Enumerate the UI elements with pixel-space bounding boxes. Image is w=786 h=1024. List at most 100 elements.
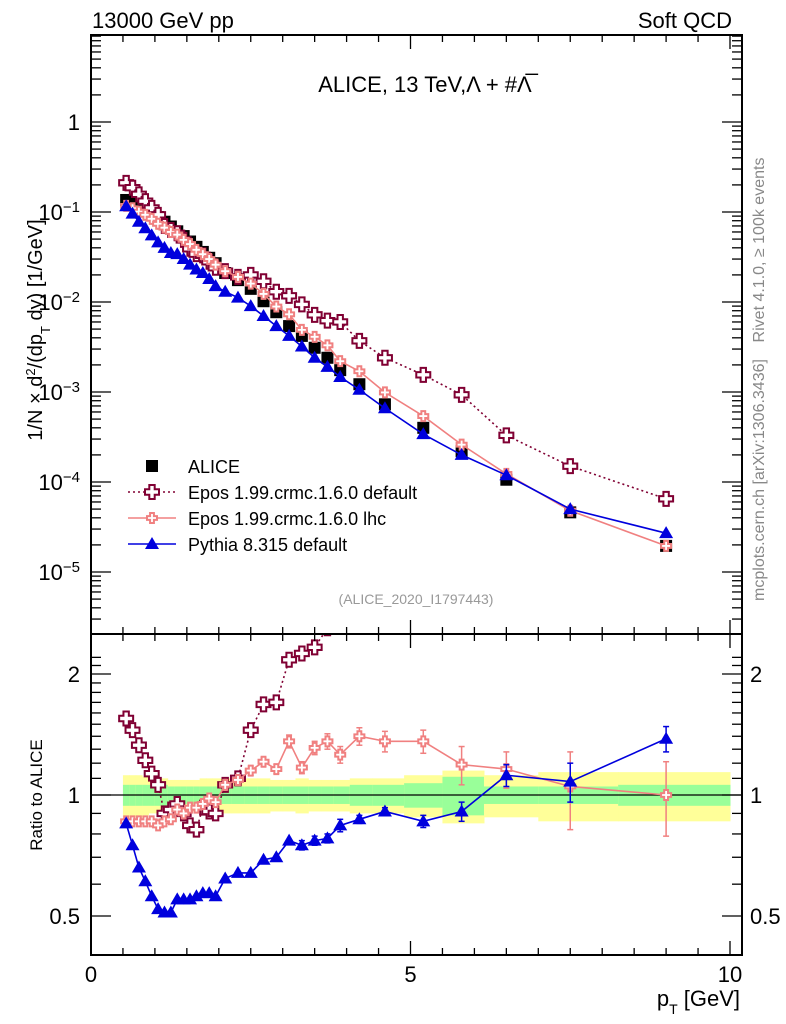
data-point-open-cross bbox=[281, 651, 298, 668]
data-point-triangle bbox=[119, 816, 134, 829]
ratio-y-tick-label: 2 bbox=[68, 662, 80, 687]
data-point-open-cross bbox=[306, 639, 323, 656]
data-point-open-cross bbox=[242, 722, 259, 739]
data-point-triangle bbox=[218, 871, 233, 884]
data-point-triangle bbox=[230, 290, 245, 303]
data-point-triangle bbox=[195, 266, 210, 279]
data-point-open-cross bbox=[351, 332, 368, 349]
data-point-open-cross bbox=[498, 427, 515, 444]
y-axis-label: 1/N × d2/(dpT dy) [1/GeV] bbox=[23, 219, 53, 440]
data-point-open-cross bbox=[415, 366, 432, 383]
data-point-triangle bbox=[144, 889, 159, 902]
tick-base: 10 bbox=[38, 470, 62, 495]
tick-base: 10 bbox=[38, 290, 62, 315]
data-point-triangle bbox=[333, 369, 348, 382]
data-point-triangle bbox=[230, 865, 245, 878]
data-point-open-cross bbox=[378, 386, 391, 399]
data-point-open-cross bbox=[660, 539, 673, 552]
main-panel-data bbox=[118, 174, 675, 552]
data-point-open-cross bbox=[219, 778, 232, 791]
data-point-open-cross bbox=[308, 330, 321, 343]
data-point-open-cross bbox=[293, 645, 310, 662]
series-2 bbox=[120, 199, 673, 552]
data-point-triangle bbox=[563, 502, 578, 515]
tick-exponent: −5 bbox=[63, 559, 80, 576]
data-point-open-cross bbox=[188, 821, 205, 838]
data-point-open-cross bbox=[144, 484, 160, 500]
data-point-open-cross bbox=[196, 797, 209, 810]
data-point-triangle bbox=[138, 221, 153, 234]
data-point-triangle bbox=[454, 447, 469, 460]
data-point-open-cross bbox=[353, 365, 366, 378]
x-tick-label: 10 bbox=[718, 962, 742, 987]
data-point-open-cross bbox=[455, 537, 469, 551]
analysis-id: (ALICE_2020_I1797443) bbox=[339, 591, 494, 607]
data-point-open-cross bbox=[219, 265, 232, 278]
data-point-open-cross bbox=[137, 752, 154, 769]
x-tick-label: 5 bbox=[404, 962, 416, 987]
x-label-sub: T bbox=[669, 1001, 678, 1017]
data-point-open-cross bbox=[563, 580, 577, 594]
data-point-open-cross bbox=[308, 741, 321, 754]
data-point-triangle bbox=[145, 537, 159, 549]
ratio-series-3 bbox=[119, 725, 674, 918]
data-point-triangle bbox=[377, 401, 392, 414]
data-point-triangle bbox=[294, 838, 309, 851]
y-tick-label: 10−1 bbox=[38, 199, 80, 226]
tick-base: 10 bbox=[38, 560, 62, 585]
y-axis-label-a: 1/N × d bbox=[25, 376, 47, 441]
data-point-open-cross bbox=[499, 590, 513, 604]
data-point-open-cross bbox=[257, 755, 270, 768]
data-point-open-cross bbox=[321, 339, 334, 352]
plot-title: ALICE, 13 TeV,Λ + #Λ̅ bbox=[318, 72, 538, 97]
data-point-open-cross bbox=[455, 438, 468, 451]
data-point-open-cross bbox=[353, 730, 366, 743]
ratio-y-tick-label-right: 1 bbox=[750, 783, 762, 808]
legend-label: Pythia 8.315 default bbox=[188, 535, 347, 555]
data-point-open-cross bbox=[334, 748, 347, 761]
data-point-open-cross bbox=[130, 737, 147, 754]
data-point-triangle bbox=[269, 850, 284, 863]
tick-exponent: −3 bbox=[63, 379, 80, 396]
data-point-square bbox=[308, 341, 321, 354]
y-tick-label: 10−4 bbox=[38, 469, 80, 496]
tick-base: 10 bbox=[38, 380, 62, 405]
tick-exponent: −1 bbox=[63, 199, 80, 216]
data-point-open-cross bbox=[283, 735, 296, 748]
tick-exponent: −2 bbox=[63, 289, 80, 306]
data-point-open-cross bbox=[334, 355, 347, 368]
data-point-square bbox=[321, 351, 334, 364]
data-point-open-cross bbox=[164, 813, 177, 826]
data-point-open-cross bbox=[143, 765, 160, 782]
data-point-open-cross bbox=[659, 580, 673, 594]
data-point-triangle bbox=[307, 833, 322, 846]
data-point-open-cross bbox=[417, 410, 430, 423]
data-point-triangle bbox=[183, 892, 198, 905]
data-point-open-cross bbox=[118, 710, 135, 727]
data-point-open-cross bbox=[660, 789, 673, 801]
data-point-open-cross bbox=[177, 807, 190, 820]
data-point-triangle bbox=[131, 214, 146, 227]
data-point-triangle bbox=[163, 905, 178, 918]
data-point-open-cross bbox=[306, 306, 323, 323]
data-point-open-cross bbox=[124, 722, 141, 739]
legend-label: Epos 1.99.crmc.1.6.0 default bbox=[188, 483, 417, 503]
data-point-triangle bbox=[183, 257, 198, 270]
data-point-open-cross bbox=[332, 313, 349, 330]
data-point-open-cross bbox=[146, 512, 158, 524]
data-point-open-cross bbox=[417, 735, 430, 748]
ratio-series-2 bbox=[120, 726, 673, 837]
data-point-open-cross bbox=[270, 763, 283, 776]
data-point-triangle bbox=[563, 774, 578, 787]
data-point-triangle bbox=[176, 252, 191, 265]
y-label-sup: 2 bbox=[23, 368, 38, 375]
data-point-open-cross bbox=[207, 805, 224, 822]
data-point-triangle bbox=[131, 860, 146, 873]
data-point-open-cross bbox=[268, 283, 285, 300]
ratio-uncertainty-bands bbox=[91, 770, 742, 824]
data-point-triangle bbox=[320, 359, 335, 372]
ratio-y-axis-label: Ratio to ALICE bbox=[27, 739, 46, 851]
data-point-open-cross bbox=[281, 287, 298, 304]
